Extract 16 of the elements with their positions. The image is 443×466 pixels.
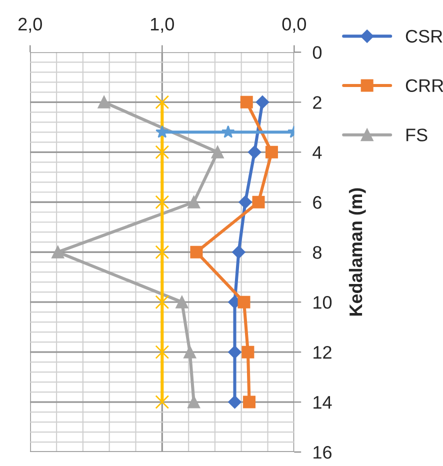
legend-label: CRR — [406, 79, 443, 92]
y-axis-title: Kedalaman (m) — [348, 188, 366, 316]
legend-label: CSR — [406, 30, 442, 43]
x-tick-label: 1,0 — [150, 18, 174, 33]
y-tick-label: 0 — [312, 46, 322, 59]
y-tick-label: 2 — [313, 96, 322, 109]
x-tick-label: 0,0 — [282, 18, 306, 33]
y-tick-label: 12 — [314, 346, 332, 359]
x-tick-label: 2,0 — [18, 18, 42, 33]
y-tick-label: 8 — [312, 246, 322, 259]
y-tick-label: 16 — [314, 446, 332, 459]
y-tick-label: 6 — [313, 196, 322, 209]
legend-label: FS — [406, 128, 428, 142]
y-tick-label: 4 — [312, 146, 322, 159]
y-tick-label: 10 — [314, 296, 332, 309]
y-tick-label: 14 — [314, 396, 332, 409]
